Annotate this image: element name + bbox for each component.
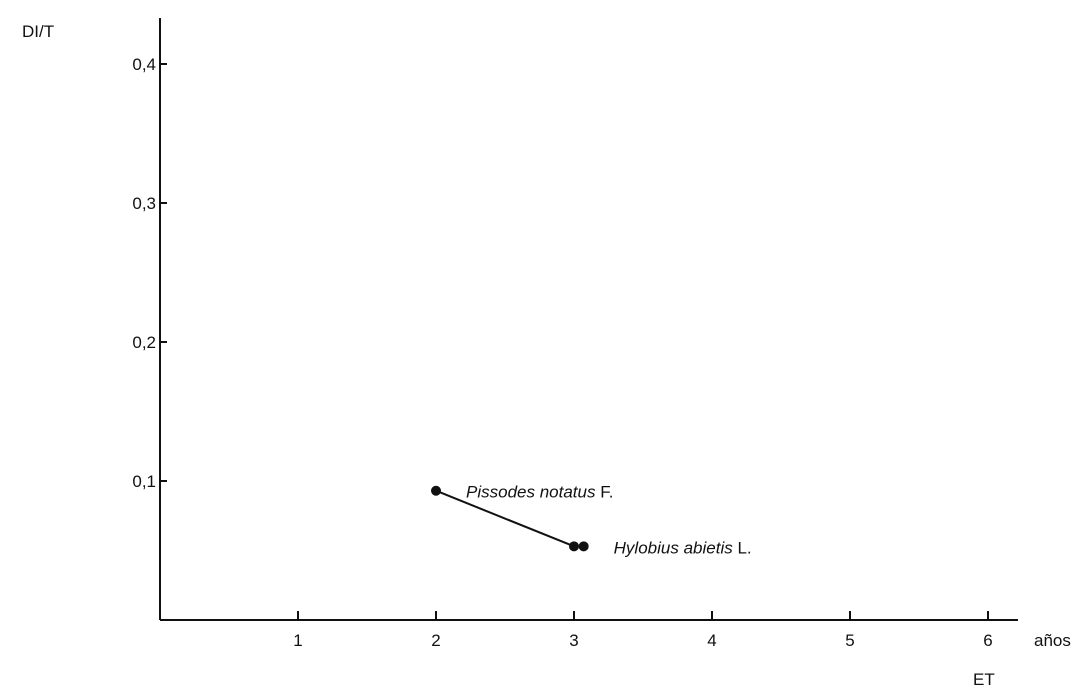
x-tick-label: 2	[431, 631, 440, 650]
x-tick-label: 6	[983, 631, 992, 650]
data-point	[578, 541, 589, 552]
species-name: Pissodes notatus	[466, 483, 596, 502]
point-annotation: Hylobius abietis L.	[614, 538, 752, 557]
ticks: 1 2 3 4 5 6 0,1 0,2 0,3 0,4	[132, 55, 992, 650]
y-tick-label: 0,2	[132, 333, 156, 352]
x-tick-label: 5	[845, 631, 854, 650]
axes	[159, 18, 1018, 621]
species-name: Hylobius abietis	[614, 538, 734, 557]
marks: Pissodes notatus F. Hylobius abietis L.	[431, 483, 752, 557]
data-point	[569, 541, 579, 552]
species-author: F.	[595, 483, 613, 502]
y-tick-label: 0,3	[132, 194, 156, 213]
x-tick-label: 4	[707, 631, 716, 650]
point-annotation: Pissodes notatus F.	[466, 483, 613, 502]
data-point	[431, 485, 441, 496]
y-tick-label: 0,1	[132, 472, 156, 491]
x-axis-label: ET	[973, 670, 995, 689]
y-axis-label: DI/T	[22, 22, 54, 41]
x-tick-label: 1	[293, 631, 302, 650]
x-tick-label: 3	[569, 631, 578, 650]
x-unit-label: años	[1034, 631, 1071, 650]
series-line	[435, 489, 575, 548]
species-author: L.	[733, 538, 752, 557]
y-tick-label: 0,4	[132, 55, 156, 74]
